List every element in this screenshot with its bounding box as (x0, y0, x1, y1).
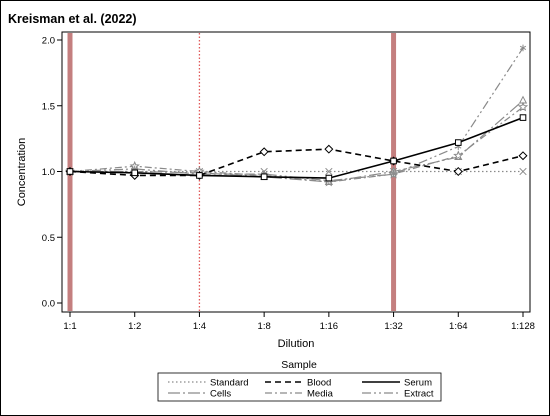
marker-diamond (259, 147, 269, 157)
marker-square (260, 173, 268, 181)
marker-square (66, 168, 74, 175)
marker-square (519, 114, 527, 121)
legend-label: Media (307, 389, 334, 400)
legend-entry-media: Media (265, 389, 334, 400)
marker-diamond (518, 151, 528, 161)
x-axis: 1:1 1:2 1:4 1:8 1:16 1:32 1:64 1:128 (63, 312, 535, 332)
x-tick-label: 1:32 (384, 321, 403, 332)
legend-label: Serum (404, 378, 432, 389)
series-line-serum (69, 116, 524, 179)
legend-entry-cells: Cells (168, 389, 231, 400)
x-tick-label: 1:4 (193, 321, 206, 332)
marker-square (196, 172, 203, 179)
legend-entry-standard: Standard (168, 378, 249, 389)
series-line-extract (69, 47, 524, 182)
x-tick-label: 1:16 (320, 321, 339, 332)
x-tick-label: 1:1 (63, 321, 76, 332)
marker-star (517, 101, 529, 112)
y-tick-label: 0.5 (42, 233, 55, 244)
legend: Sample Standard Blood Serum Cells Media Extra… (157, 359, 442, 402)
legend-entry-serum: Serum (362, 378, 432, 389)
y-tick-label: 1.5 (42, 101, 55, 112)
y-axis: 0.0 0.5 1.0 1.5 2.0 (42, 36, 62, 310)
marker-x (325, 167, 333, 176)
marker-asterisk (390, 170, 397, 178)
series-line-media (69, 106, 524, 183)
series-line-blood (69, 148, 524, 177)
y-tick-label: 1.0 (42, 167, 55, 178)
marker-star (453, 150, 464, 161)
x-tick-label: 1:8 (258, 321, 271, 332)
legend-label: Cells (210, 389, 231, 400)
legend-label: Blood (307, 378, 331, 389)
marker-x (519, 167, 527, 176)
x-tick-label: 1:128 (511, 321, 535, 332)
y-tick-label: 2.0 (42, 36, 55, 47)
series-group (64, 44, 529, 187)
series-line-cells (70, 100, 524, 183)
marker-square (454, 139, 462, 146)
marker-asterisk (519, 44, 527, 52)
marker-diamond (453, 166, 463, 177)
series-serum (66, 114, 527, 182)
y-axis-label: Concentration (16, 138, 28, 207)
legend-entry-blood: Blood (265, 378, 331, 389)
series-extract (66, 44, 527, 184)
legend-title: Sample (281, 359, 317, 371)
marker-diamond (324, 144, 334, 154)
chart-title: Kreisman et al. (2022) (8, 12, 137, 26)
marker-square (131, 169, 139, 177)
x-tick-label: 1:64 (449, 321, 468, 332)
legend-entry-extract: Extract (362, 389, 434, 400)
marker-square (325, 174, 333, 182)
y-tick-label: 0.0 (42, 299, 55, 310)
marker-square (390, 157, 397, 165)
legend-label: Standard (210, 378, 249, 389)
legend-label: Extract (404, 389, 434, 400)
x-tick-label: 1:2 (128, 321, 141, 332)
legend-box (157, 372, 442, 402)
x-axis-label: Dilution (278, 338, 315, 350)
